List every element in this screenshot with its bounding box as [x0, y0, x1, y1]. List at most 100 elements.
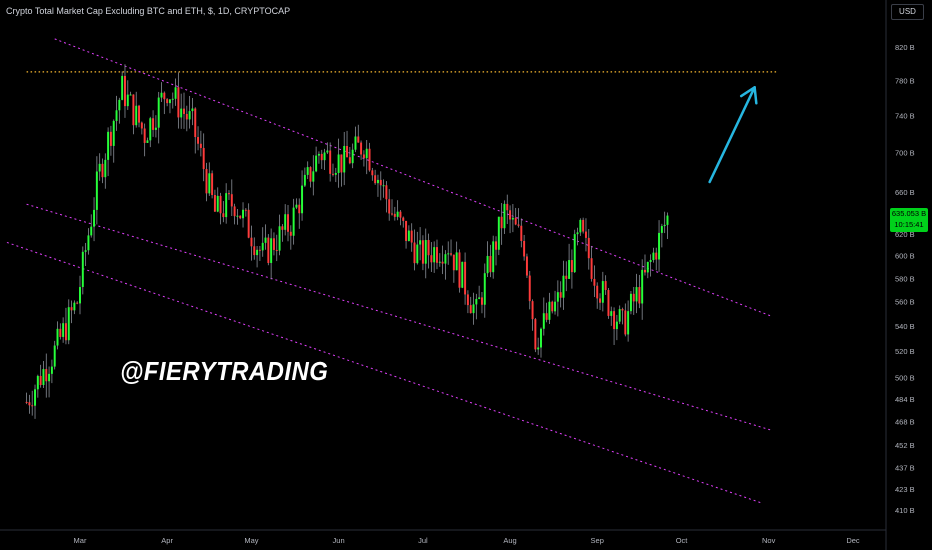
candle-down: [140, 122, 143, 129]
candle-down: [393, 213, 396, 217]
candle-up: [646, 261, 649, 273]
candle-down: [267, 237, 270, 263]
candle-down: [346, 145, 349, 158]
candle-up: [48, 373, 51, 382]
x-tick-label: May: [244, 536, 258, 545]
candle-up: [157, 97, 160, 128]
y-tick-label: 484 B: [895, 395, 915, 404]
y-tick-label: 620 B: [895, 230, 915, 239]
candle-down: [624, 310, 627, 335]
candle-up: [261, 242, 264, 251]
candle-up: [615, 321, 618, 330]
candle-up: [168, 99, 171, 104]
candle-down: [31, 405, 34, 407]
candle-up: [303, 174, 306, 186]
candle-up: [649, 259, 652, 262]
candle-up: [295, 204, 298, 208]
candle-up: [641, 269, 644, 304]
candle-down: [371, 170, 374, 176]
chart-title: Crypto Total Market Cap Excluding BTC an…: [6, 6, 291, 16]
candle-down: [348, 157, 351, 164]
last-price-value: 635.053 B: [891, 209, 927, 218]
candle-up: [447, 253, 450, 255]
candle-up: [629, 293, 632, 312]
candle-up: [554, 301, 557, 312]
candle-up: [95, 171, 98, 210]
candle-up: [416, 244, 419, 264]
x-tick-label: Jul: [418, 536, 428, 545]
candle-up: [438, 261, 441, 263]
candle-up: [317, 153, 320, 156]
candle-up: [53, 345, 56, 367]
candle-up: [537, 347, 540, 350]
x-tick-label: Aug: [503, 536, 516, 545]
candle-down: [506, 203, 509, 211]
x-tick-label: Oct: [676, 536, 689, 545]
candle-up: [658, 232, 661, 260]
candle-up: [126, 94, 129, 107]
candle-up: [264, 237, 267, 243]
candle-up: [270, 238, 273, 263]
y-tick-label: 560 B: [895, 298, 915, 307]
candle-down: [379, 179, 382, 186]
currency-selector[interactable]: USD: [891, 4, 924, 20]
candle-down: [202, 147, 205, 170]
candle-down: [275, 249, 278, 251]
candle-down: [183, 108, 185, 114]
candle-down: [197, 137, 200, 144]
candle-down: [360, 142, 363, 155]
candle-down: [199, 143, 202, 148]
y-tick-label: 740 B: [895, 112, 915, 121]
candle-down: [430, 255, 433, 263]
candle-up: [87, 235, 90, 251]
candle-down: [64, 323, 67, 341]
candle-down: [233, 206, 236, 217]
candle-down: [391, 213, 393, 215]
candle-down: [239, 215, 242, 219]
candle-down: [289, 231, 292, 236]
candle-up: [444, 254, 447, 264]
candle-up: [188, 111, 191, 120]
candle-down: [177, 87, 180, 118]
candle-down: [531, 301, 534, 320]
y-tick-label: 423 B: [895, 485, 915, 494]
candle-up: [160, 92, 163, 98]
channel-line-upper: [54, 38, 772, 317]
candle-up: [568, 260, 571, 279]
candle-down: [655, 252, 658, 260]
candle-up: [236, 215, 239, 217]
candle-up: [62, 323, 65, 337]
candle-down: [25, 401, 28, 403]
y-tick-label: 600 B: [895, 252, 915, 261]
candle-down: [466, 294, 469, 306]
candle-up: [112, 120, 115, 146]
candle-up: [376, 179, 379, 184]
candle-down: [599, 298, 602, 303]
countdown-timer: 10:15:41: [894, 220, 924, 229]
candle-up: [93, 209, 96, 227]
x-tick-label: Apr: [161, 536, 173, 545]
candle-up: [301, 185, 304, 214]
candle-up: [36, 375, 39, 390]
candle-down: [76, 302, 79, 304]
candle-up: [135, 105, 138, 126]
candle-down: [374, 175, 377, 184]
candle-up: [73, 302, 76, 311]
candle-up: [34, 389, 37, 406]
candle-down: [621, 309, 624, 311]
candle-down: [559, 292, 562, 298]
candle-down: [132, 94, 135, 126]
candle-down: [205, 169, 208, 194]
x-tick-label: Mar: [74, 536, 87, 545]
candle-up: [42, 369, 45, 386]
candle-up: [242, 209, 245, 219]
candle-down: [211, 173, 214, 196]
candle-down: [143, 128, 146, 143]
candle-down: [388, 199, 391, 214]
candle-up: [511, 217, 514, 220]
candle-up: [492, 241, 495, 273]
candle-up: [573, 234, 576, 273]
candle-down: [469, 305, 472, 314]
candle-down: [582, 219, 585, 232]
